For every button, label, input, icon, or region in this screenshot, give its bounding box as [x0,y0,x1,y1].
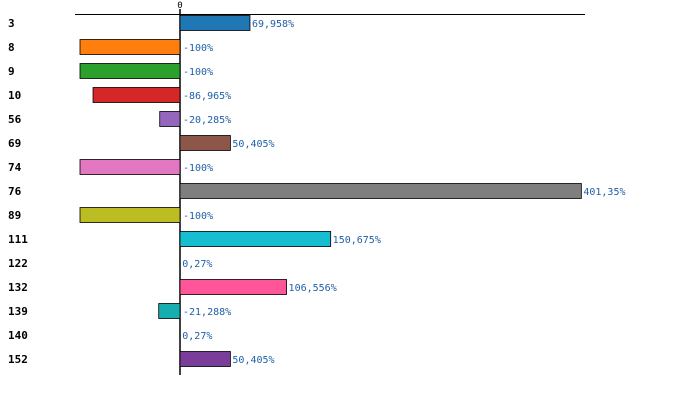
category-label-76: 76 [8,185,22,198]
category-label-74: 74 [8,161,22,174]
value-label-69: 50,405% [232,139,274,150]
category-label-56: 56 [8,113,22,126]
bar-76 [179,183,582,199]
bar-74 [79,159,181,175]
bar-69 [179,135,231,151]
bars-group: 3 69,958% 8 -100% 9 -100% 10 -86,965% 56 -20,285%… [8,15,626,367]
category-label-10: 10 [8,89,21,102]
bar-9 [79,63,181,79]
category-label-122: 122 [8,257,28,270]
value-label-111: 150,675% [333,235,381,246]
bar-56 [159,111,181,127]
bar-139 [158,303,181,319]
value-label-139: -21,288% [183,307,231,318]
bar-8 [79,39,181,55]
value-label-8: -100% [183,43,213,54]
value-label-89: -100% [183,211,213,222]
value-label-152: 50,405% [232,355,274,366]
value-label-3: 69,958% [252,19,294,30]
value-label-56: -20,285% [183,115,231,126]
category-label-69: 69 [8,137,21,150]
category-label-140: 140 [8,329,28,342]
bar-10 [92,87,181,103]
value-label-76: 401,35% [583,187,625,198]
bar-111 [179,231,332,247]
category-label-9: 9 [8,65,15,78]
category-label-89: 89 [8,209,21,222]
category-label-8: 8 [8,41,15,54]
zero-tick-label: 0 [177,1,182,11]
bar-132 [179,279,287,295]
value-label-9: -100% [183,67,213,78]
category-label-152: 152 [8,353,28,366]
value-label-132: 106,556% [289,283,337,294]
bar-89 [79,207,181,223]
value-label-74: -100% [183,163,213,174]
category-label-3: 3 [8,17,15,30]
category-label-132: 132 [8,281,28,294]
value-label-140: 0,27% [182,331,212,342]
value-label-122: 0,27% [182,259,212,270]
category-label-111: 111 [8,233,28,246]
value-label-10: -86,965% [183,91,231,102]
bar-3 [179,15,251,31]
category-label-139: 139 [8,305,28,318]
bar-152 [179,351,231,367]
